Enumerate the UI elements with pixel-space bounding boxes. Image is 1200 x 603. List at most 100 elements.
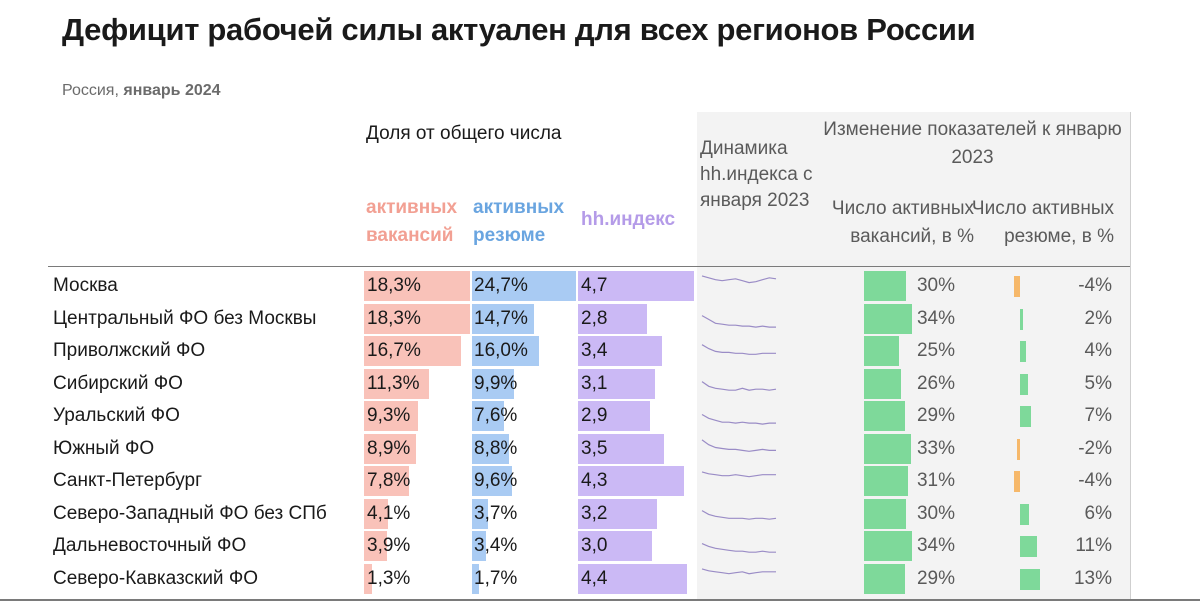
resumes-share-value: 24,7% <box>474 275 528 296</box>
vacancies-share-value: 3,9% <box>367 535 411 556</box>
hh-index-value: 3,2 <box>581 502 608 524</box>
vacancies-change-bar <box>864 563 905 594</box>
vacancies-change-bar <box>864 498 907 529</box>
hh-index-bar <box>578 368 655 399</box>
resumes-change-bar <box>1020 373 1028 395</box>
resumes-share-bar <box>472 466 513 496</box>
hh-index-bar <box>578 401 650 431</box>
vacancies-share-bar <box>364 498 388 529</box>
vacancies-share-bar <box>364 466 410 496</box>
hh-index-sparkline <box>701 438 776 452</box>
resumes-change-value: 13% <box>1073 567 1112 589</box>
change-panel-background <box>697 112 1130 599</box>
vacancies-change-value: 29% <box>916 567 955 589</box>
sparkline-path <box>701 543 776 553</box>
resumes-change-bar <box>1020 406 1031 427</box>
vacancies-share-value: 16,7% <box>367 340 421 361</box>
chart-subtitle: Россия, январь 2024 <box>62 82 221 100</box>
vacancies-change-value: 34% <box>916 535 955 556</box>
resumes-share-bar <box>472 531 487 561</box>
resumes-share-value: 7,6% <box>474 405 518 426</box>
subtitle-date: январь 2024 <box>123 82 221 99</box>
hh-index-bar <box>578 498 657 529</box>
hh-index-bar <box>578 433 665 464</box>
hh-index-value: 2,8 <box>581 307 608 329</box>
resumes-share-value: 14,7% <box>474 307 528 329</box>
header-divider <box>48 266 1130 267</box>
hh-index-bar <box>578 531 653 561</box>
header-hh-index: hh.индекс <box>581 209 676 230</box>
resumes-change-value: -4% <box>1078 275 1112 296</box>
hh-index-value: 3,4 <box>581 340 608 361</box>
table-row: Приволжский ФО 16,7% 16,0% 3,4 25% 4% <box>0 335 1200 367</box>
sparkline-path <box>701 471 776 478</box>
region-name: Южный ФО <box>53 437 155 459</box>
resumes-change-bar <box>1020 308 1024 330</box>
header-resumes: активных резюме <box>473 197 565 246</box>
vacancies-share-bar <box>364 303 470 334</box>
vacancies-share-value: 9,3% <box>367 405 411 426</box>
hh-index-value: 4,7 <box>581 275 608 296</box>
sparkline-path <box>701 344 776 355</box>
header-change: Изменение показателей к январю 2023 <box>823 119 1122 168</box>
resumes-share-bar <box>472 336 540 366</box>
vacancies-change-bar <box>864 531 912 561</box>
vacancies-change-value: 30% <box>916 275 955 296</box>
table-row: Москва 18,3% 24,7% 4,7 30% -4% <box>0 270 1200 302</box>
sparkline-path <box>701 314 776 328</box>
chart-title: Дефицит рабочей силы актуален для всех р… <box>62 12 976 47</box>
vacancies-share-value: 1,3% <box>367 567 411 589</box>
resumes-share-value: 1,7% <box>474 567 518 589</box>
hh-index-sparkline <box>701 471 776 478</box>
resumes-share-value: 8,8% <box>474 437 518 459</box>
vacancies-share-bar <box>364 336 461 366</box>
header-change-vacancies: Число активных вакансий, в % <box>831 198 974 247</box>
hh-index-sparkline <box>701 509 777 520</box>
table-row: Северо-Кавказский ФО 1,3% 1,7% 4,4 29% 13% <box>0 563 1200 595</box>
region-name: Санкт-Петербург <box>53 470 203 491</box>
hh-index-value: 4,4 <box>581 567 608 589</box>
vacancies-change-value: 33% <box>916 437 955 459</box>
sparkline-path <box>701 275 777 284</box>
hh-index-sparkline <box>701 543 776 553</box>
resumes-share-value: 9,6% <box>474 470 518 491</box>
region-name: Северо-Кавказский ФО <box>53 567 259 589</box>
resumes-change-bar <box>1016 438 1020 460</box>
vacancies-share-bar <box>364 271 470 301</box>
vacancies-change-value: 25% <box>916 340 955 361</box>
hh-index-sparkline <box>701 314 776 328</box>
vacancies-change-bar <box>864 368 901 399</box>
vacancies-share-bar <box>364 563 372 594</box>
resumes-share-value: 16,0% <box>474 340 528 361</box>
resumes-change-bar <box>1013 276 1020 297</box>
sparkline-path <box>701 380 777 391</box>
resumes-change-bar <box>1013 471 1020 492</box>
resumes-change-value: -2% <box>1078 437 1112 459</box>
hh-index-sparkline <box>701 567 776 574</box>
right-rule <box>1130 112 1131 599</box>
header-share: Доля от общего числа <box>366 123 562 144</box>
hh-index-bar <box>578 563 687 594</box>
region-name: Уральский ФО <box>53 405 180 426</box>
table-row: Уральский ФО 9,3% 7,6% 2,9 29% 7% <box>0 400 1200 432</box>
bottom-divider <box>0 599 1200 601</box>
resumes-share-bar <box>472 433 510 464</box>
table-row: Центральный ФО без Москвы 18,3% 14,7% 2,8 34… <box>0 303 1200 335</box>
hh-index-sparkline <box>701 413 776 425</box>
vacancies-share-value: 18,3% <box>367 275 421 296</box>
table-row: Сибирский ФО 11,3% 9,9% 3,1 26% 5% <box>0 368 1200 400</box>
vacancies-change-bar <box>864 271 907 301</box>
vacancies-share-bar <box>364 531 387 561</box>
hh-index-sparkline <box>701 275 777 284</box>
vacancies-share-bar <box>364 433 416 464</box>
hh-index-value: 3,1 <box>581 372 608 394</box>
resumes-change-value: 4% <box>1084 340 1112 361</box>
resumes-change-value: 11% <box>1075 535 1112 556</box>
vacancies-change-value: 29% <box>916 405 955 426</box>
region-name: Москва <box>53 275 118 296</box>
sparkline-path <box>701 509 777 520</box>
vacancies-share-value: 8,9% <box>367 437 411 459</box>
region-name: Северо-Западный ФО без СПб <box>53 502 327 524</box>
hh-index-bar <box>578 466 685 496</box>
resumes-share-bar <box>472 563 480 594</box>
